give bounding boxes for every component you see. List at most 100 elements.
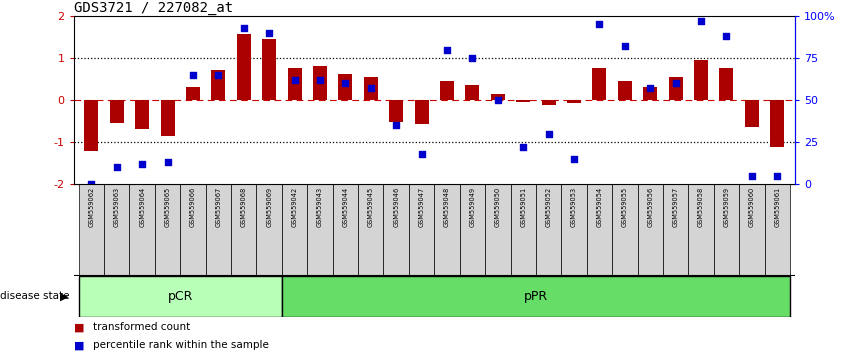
Text: pPR: pPR — [524, 290, 548, 303]
Bar — [104, 184, 130, 276]
Point — [516, 144, 530, 150]
Bar — [745, 100, 759, 127]
Text: pCR: pCR — [168, 290, 193, 303]
Bar — [389, 100, 404, 122]
Bar — [694, 60, 708, 100]
Text: GSM559048: GSM559048 — [444, 187, 450, 227]
Point — [669, 80, 682, 86]
Text: GSM559069: GSM559069 — [266, 187, 272, 227]
Bar — [739, 184, 765, 276]
Point — [186, 72, 200, 78]
Bar — [84, 100, 99, 151]
Point — [770, 173, 784, 178]
Bar — [714, 184, 739, 276]
Text: GSM559068: GSM559068 — [241, 187, 247, 227]
Bar — [770, 100, 785, 147]
Bar — [460, 184, 485, 276]
Text: GSM559043: GSM559043 — [317, 187, 323, 227]
Bar — [307, 184, 333, 276]
Point — [161, 159, 175, 165]
Bar — [491, 94, 505, 100]
Bar — [282, 276, 790, 317]
Point — [339, 80, 352, 86]
Bar — [541, 100, 556, 105]
Bar — [262, 39, 276, 100]
Bar — [186, 86, 200, 100]
Text: GSM559051: GSM559051 — [520, 187, 527, 227]
Text: GSM559058: GSM559058 — [698, 187, 704, 227]
Bar — [561, 184, 586, 276]
Bar — [79, 184, 104, 276]
Text: GSM559047: GSM559047 — [418, 187, 424, 227]
Bar — [206, 184, 231, 276]
Point — [85, 181, 99, 187]
Bar — [130, 184, 155, 276]
Bar — [592, 68, 606, 100]
Bar — [79, 276, 282, 317]
Text: GSM559057: GSM559057 — [673, 187, 679, 227]
Bar — [669, 77, 682, 100]
Bar — [435, 184, 460, 276]
Point — [211, 72, 225, 78]
Point — [364, 85, 378, 91]
Point — [643, 85, 657, 91]
Bar — [333, 184, 359, 276]
Bar — [339, 74, 352, 100]
Text: disease state: disease state — [0, 291, 69, 302]
Bar — [516, 100, 530, 102]
Bar — [637, 184, 662, 276]
Bar — [612, 184, 637, 276]
Point — [720, 33, 734, 39]
Text: GSM559067: GSM559067 — [216, 187, 222, 227]
Point — [745, 173, 759, 178]
Text: GDS3721 / 227082_at: GDS3721 / 227082_at — [74, 1, 233, 15]
Point — [262, 30, 276, 35]
Bar — [567, 100, 581, 103]
Bar — [688, 184, 714, 276]
Text: GSM559049: GSM559049 — [469, 187, 475, 227]
Bar — [211, 70, 225, 100]
Text: GSM559064: GSM559064 — [139, 187, 145, 227]
Text: GSM559044: GSM559044 — [342, 187, 348, 227]
Bar — [364, 77, 378, 100]
Bar — [313, 65, 327, 100]
Text: percentile rank within the sample: percentile rank within the sample — [93, 340, 268, 350]
Text: GSM559066: GSM559066 — [190, 187, 196, 227]
Bar — [720, 68, 734, 100]
Bar — [617, 81, 632, 100]
Bar — [160, 100, 175, 136]
Bar — [465, 85, 480, 100]
Bar — [282, 184, 307, 276]
Text: GSM559062: GSM559062 — [88, 187, 94, 227]
Point — [313, 77, 327, 83]
Point — [491, 97, 505, 103]
Point — [390, 122, 404, 128]
Bar — [256, 184, 282, 276]
Bar — [231, 184, 256, 276]
Text: GSM559063: GSM559063 — [113, 187, 120, 227]
Text: ■: ■ — [74, 340, 84, 350]
Point — [237, 25, 251, 30]
Point — [135, 161, 149, 167]
Bar — [180, 184, 206, 276]
Bar — [510, 184, 536, 276]
Text: GSM559045: GSM559045 — [368, 187, 374, 227]
Bar — [765, 184, 790, 276]
Bar — [643, 86, 657, 100]
Point — [694, 18, 708, 24]
Point — [415, 151, 429, 156]
Bar — [384, 184, 409, 276]
Bar — [135, 100, 149, 129]
Text: GSM559056: GSM559056 — [647, 187, 653, 227]
Point — [440, 47, 454, 52]
Bar — [536, 184, 561, 276]
Point — [617, 44, 631, 49]
Text: GSM559042: GSM559042 — [292, 187, 298, 227]
Text: GSM559055: GSM559055 — [622, 187, 628, 227]
Text: ▶: ▶ — [60, 291, 68, 302]
Text: GSM559054: GSM559054 — [597, 187, 603, 227]
Bar — [409, 184, 435, 276]
Point — [567, 156, 581, 162]
Text: GSM559053: GSM559053 — [571, 187, 577, 227]
Point — [592, 22, 606, 27]
